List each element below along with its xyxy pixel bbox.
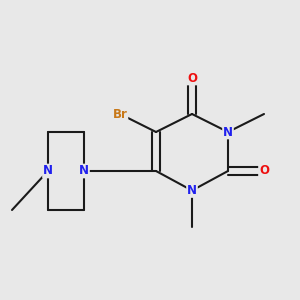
Text: N: N [187, 184, 197, 197]
Text: Br: Br [112, 107, 128, 121]
Text: O: O [259, 164, 269, 178]
Text: N: N [43, 164, 53, 178]
Text: N: N [223, 125, 233, 139]
Text: N: N [79, 164, 89, 178]
Text: O: O [187, 71, 197, 85]
